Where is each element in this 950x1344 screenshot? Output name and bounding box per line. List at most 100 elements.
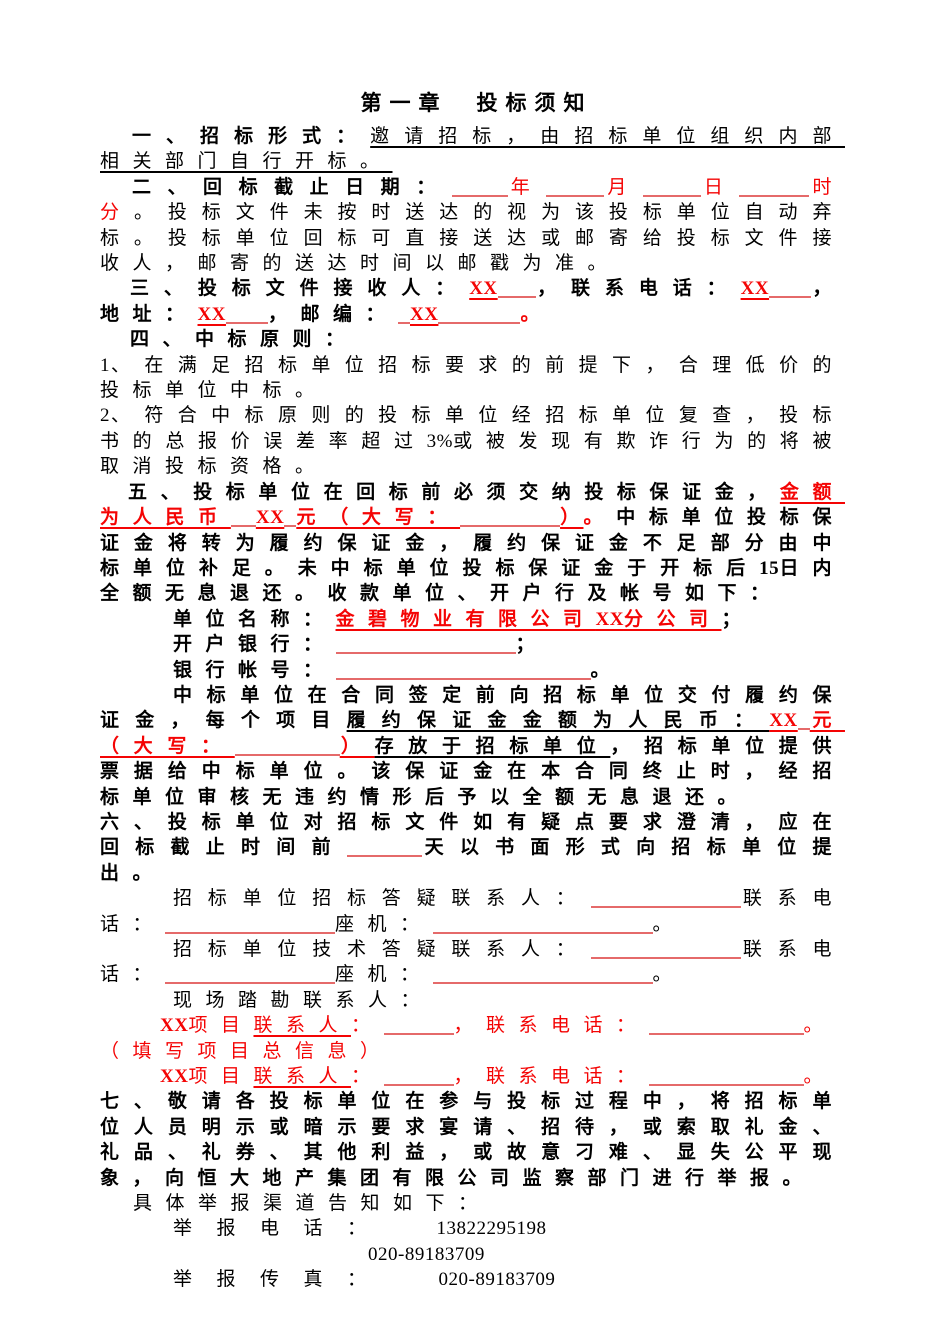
section-2-return-deadline: 二、回标截止日期： 年 月 日时分。投标文件未按时送达的视为该投标单位自动弃标。投标单… (100, 175, 845, 277)
text-segment: 三、投标文件接收人： (130, 278, 470, 300)
text-segment: ： (350, 1066, 384, 1088)
blank-field (383, 1013, 454, 1036)
text-segment: 、符合中标原则的投标单位经招标单位复查，投标书的总报价误差率超过 (100, 405, 845, 452)
report-channels-intro: 具体举报渠道告知如下： (100, 1191, 845, 1216)
text-segment: 举报传真： (173, 1269, 391, 1291)
text-segment: 一、招标形式： (132, 126, 371, 147)
text-segment: （填写项目总信息） (100, 1040, 393, 1062)
blank-field (460, 505, 561, 528)
text-segment: 13822295198 (436, 1218, 547, 1240)
section-5-bid-bond: 五、投标单位在回标前必须交纳投标保证金，金额为人民币 XX 元（大写： ）。中标单位投… (100, 480, 845, 607)
section-4-award-principles: 四、中标原则： (100, 327, 845, 352)
project-contact-note: （填写项目总信息） (100, 1039, 845, 1064)
performance-bond-clause: 中标单位在合同签定前向招标单位交付履约保证金，每个项目履约保证金金额为人民币：X… (100, 683, 845, 810)
payee-bank-account: 银行帐号： 。 (100, 658, 845, 683)
text-segment: 。 (520, 303, 553, 325)
report-phone-line-2: 020-89183709 (100, 1242, 845, 1267)
text-segment: 项目 (188, 1066, 254, 1088)
text-segment: 元（大写： (100, 710, 845, 757)
text-segment: 。 (652, 964, 686, 986)
text-segment: ，邮编： (267, 303, 398, 325)
text-segment: 月 (604, 176, 643, 198)
text-segment: ，招标单位提供票据给中标单位。该保证金在本合同终止时，经招标单位审核无违约情形后… (100, 735, 845, 808)
text-segment: 3% (426, 430, 453, 452)
spacer (391, 1283, 439, 1285)
text-segment: 元（大写： (296, 507, 461, 529)
blank-field (383, 1064, 454, 1087)
text-segment: XX (197, 303, 226, 325)
text-segment: 联系人 (253, 1015, 351, 1037)
text-segment: 或被发现有欺诈行为的将被取消投标资格。 (100, 430, 845, 478)
blank-field (769, 276, 812, 299)
blank-field (432, 962, 653, 985)
blank-field (797, 708, 810, 731)
text-segment: 。 (583, 507, 617, 529)
paragraph-container: 一、招标形式：邀请招标，由招标单位组织内部相关部门自行开标。 二、回标截止日期： 年… (100, 124, 845, 1293)
contact-tech-answer: 招标单位技术答疑联系人： 联系电话： 座机： 。 (100, 937, 845, 988)
text-segment: 年 (507, 176, 547, 198)
blank-field (590, 937, 741, 959)
text-segment: 现场踏勘联系人： (173, 989, 434, 1011)
text-segment: 1 (100, 354, 110, 376)
blank-field (642, 175, 701, 197)
text-segment: 金额为人民币 (100, 481, 845, 529)
blank-field (230, 505, 256, 528)
text-segment: XX (255, 507, 285, 529)
section-1-bid-form: 一、招标形式：邀请招标，由招标单位组织内部相关部门自行开标。 (100, 124, 845, 175)
section-6-clarification: 六、投标单位对招标文件如有疑点要求澄清，应在回标截止时间前 天以书面形式向招标单位… (100, 810, 845, 886)
text-segment: 时分 (100, 176, 845, 224)
text-segment: 分公司 (623, 608, 722, 630)
contact-bid-answer: 招标单位招标答疑联系人： 联系电话： 座机： 。 (100, 886, 845, 937)
text-segment: 联系电话： (100, 939, 845, 986)
award-principle-item-1: 1、在满足招标单位招标要求的前提下，合理低价的投标单位中标。 (100, 353, 845, 404)
blank-field (225, 302, 268, 324)
blank-field (234, 734, 340, 756)
text-segment: 日内全额无息退还。收款单位、开户行及帐号如下： (100, 557, 845, 605)
text-segment: XX (769, 710, 798, 732)
blank-field (648, 1013, 804, 1036)
text-segment: 六、投标单位对招标文件如有疑点要求澄清，应在回标截止时间前 (100, 811, 845, 859)
text-segment: ） (339, 735, 375, 757)
text-segment: XX (160, 1015, 189, 1037)
text-segment: 单位名称： (173, 608, 336, 630)
text-segment: 座机： (335, 964, 433, 986)
payee-company-name: 单位名称：金碧物业有限公司XX分公司； (100, 607, 845, 632)
site-visit-contact: 现场踏勘联系人： (100, 988, 845, 1013)
blank-field (739, 175, 810, 197)
text-segment: 。投标文件未按时送达的视为该投标单位自动弃标。投标单位回标可直接送达或邮寄给投标… (100, 202, 845, 275)
text-segment: ，地址： (100, 278, 845, 325)
blank-field (335, 658, 591, 680)
text-segment: ； (515, 634, 549, 656)
text-segment: 项目 (188, 1015, 254, 1037)
text-segment: 金碧物业有限公司 (335, 608, 596, 630)
blank-field (546, 175, 605, 197)
spacer (391, 1232, 437, 1234)
text-segment: ； (721, 608, 755, 630)
blank-field (165, 962, 336, 985)
blank-field (432, 912, 653, 934)
text-segment: 座机： (335, 913, 433, 935)
blank-field (438, 302, 521, 324)
text-segment: 。 (590, 659, 624, 681)
text-segment: 15 (759, 557, 780, 579)
text-segment: XX (409, 303, 439, 325)
document-body: 第一章 投标须知 一、招标形式：邀请招标，由招标单位组织内部相关部门自行开标。二… (100, 91, 845, 1293)
text-segment: 四、中标原则： (130, 329, 358, 351)
text-segment: 中标单位投标保证金将转为履约保证金，履约保证金不足部分由中标单位补足。未中标单位… (100, 507, 845, 579)
text-segment: 、在满足招标单位招标要求的前提下，合理低价的投标单位中标。 (100, 354, 845, 402)
text-segment: 二、回标截止日期： (132, 176, 452, 198)
report-phone-line: 举报电话： 13822295198 (100, 1216, 845, 1241)
section-3-document-receiver: 三、投标文件接收人：XX ，联系电话：XX ，地址：XX ，邮编： XX。 (100, 276, 845, 327)
blank-field (648, 1064, 804, 1087)
text-segment: 020-89183709 (438, 1269, 556, 1291)
blank-field (397, 302, 410, 324)
text-segment: 履约保证金金额为人民币： (346, 710, 770, 732)
blank-field (284, 505, 297, 528)
blank-field (346, 835, 422, 858)
text-segment: XX (469, 278, 498, 300)
text-segment: 五、投标单位在回标前必须交纳投标保证金， (128, 481, 780, 503)
text-segment: ，联系电话： (535, 278, 741, 300)
text-segment: 开户银行： (173, 634, 336, 656)
text-segment: 联系电话： (100, 888, 845, 935)
text-segment: XX (160, 1066, 189, 1088)
